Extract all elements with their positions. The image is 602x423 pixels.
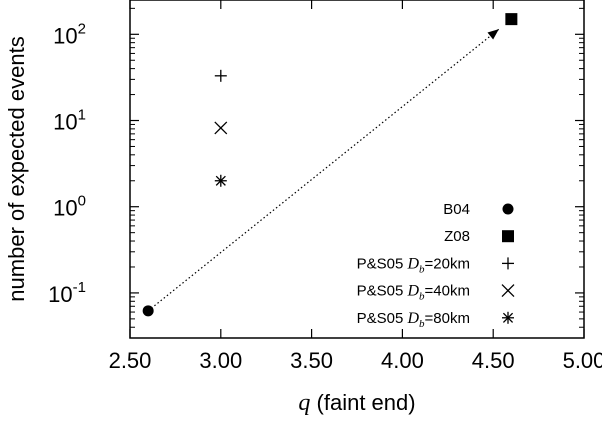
y-tick-label: 102 (53, 20, 86, 48)
legend-label-1: Z08 (444, 228, 470, 245)
legend-label-3: P&S05 Db=40km (357, 283, 470, 303)
legend-label-0: B04 (443, 201, 470, 218)
x-tick-label: 2.50 (109, 348, 152, 373)
x-axis-title: q (faint end) (298, 390, 415, 416)
x-tick-label: 4.00 (381, 348, 424, 373)
y-tick-label: 100 (53, 193, 86, 221)
axis-ticks: 2.50 3.00 3.50 4.00 4.50 5.00 10-1 100 101 102 (48, 0, 602, 373)
x-tick-label: 3.50 (290, 348, 333, 373)
legend-marker-0 (502, 203, 514, 215)
data-point-series-1 (505, 13, 518, 26)
x-tick-label: 3.00 (199, 348, 242, 373)
data-point-series-4 (214, 174, 227, 187)
legend-marker-2 (502, 257, 514, 270)
x-tick-label: 5.00 (563, 348, 602, 373)
connector-arrowhead (487, 29, 499, 40)
y-tick-label: 101 (53, 107, 86, 135)
legend-marker-1 (502, 230, 514, 243)
y-axis-title: number of expected events (4, 36, 29, 301)
legend: B04 Z08 P&S05 Db=20km P&S05 Db=40km P&S05 Db… (357, 201, 515, 330)
data-point-series-0 (142, 305, 154, 317)
legend-marker-3 (501, 284, 515, 298)
x-tick-label: 4.50 (472, 348, 515, 373)
data-point-series-3 (214, 121, 228, 135)
y-tick-label: 10-1 (48, 279, 86, 307)
legend-label-4: P&S05 Db=80km (357, 310, 470, 330)
legend-label-2: P&S05 Db=20km (357, 255, 470, 275)
legend-marker-4 (502, 311, 514, 324)
data-point-series-2 (214, 69, 227, 82)
connector-line (147, 28, 500, 312)
plot-frame (129, 0, 585, 339)
